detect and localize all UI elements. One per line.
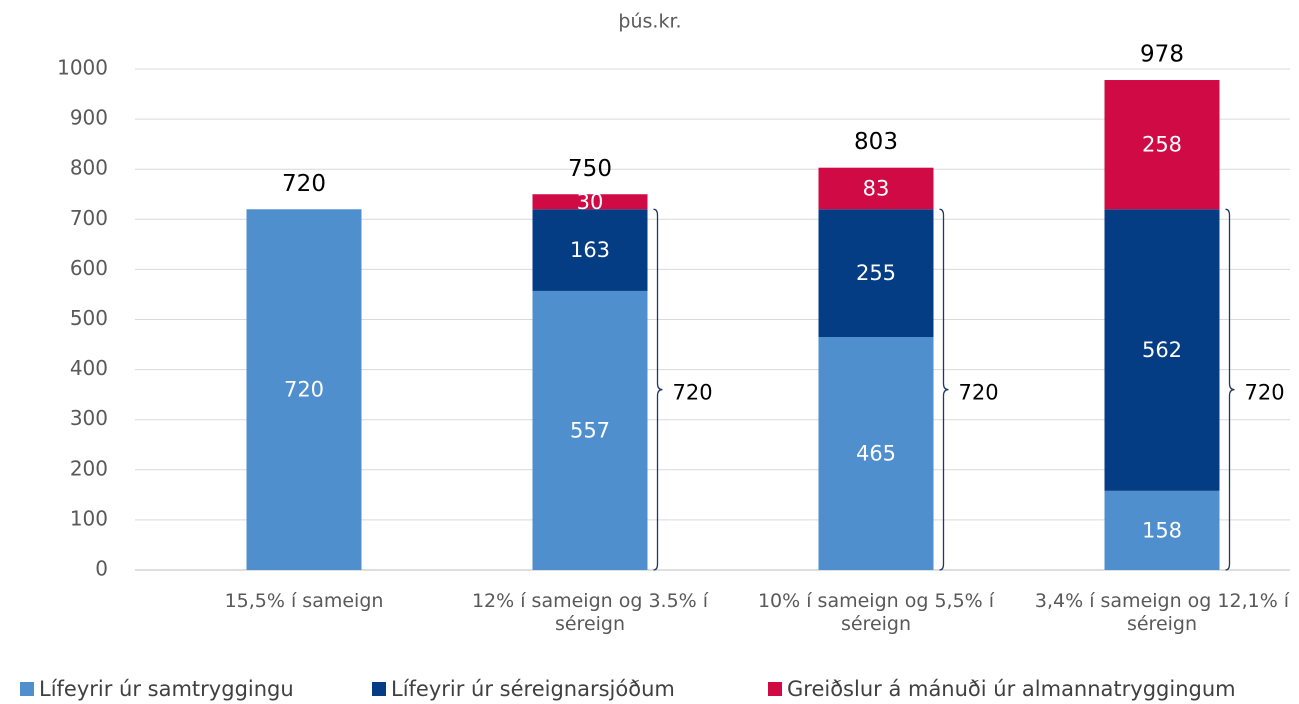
bracket	[939, 208, 949, 571]
bracket	[653, 208, 663, 571]
bracket-label: 720	[673, 381, 713, 405]
y-tick-label: 700	[70, 206, 108, 230]
value-label: 465	[856, 442, 896, 466]
legend-swatch	[768, 682, 782, 696]
value-label: 720	[284, 378, 324, 402]
legend-swatch	[372, 682, 386, 696]
y-tick-label: 300	[70, 406, 108, 430]
bar-segment	[532, 194, 648, 210]
bar-segment	[818, 167, 934, 210]
legend-label: Greiðslur á mánuði úr almannatryggingum	[787, 677, 1236, 701]
total-label: 720	[282, 171, 326, 197]
value-label: 258	[1142, 133, 1182, 157]
legend-label: Lífeyrir úr séreignarsjóðum	[391, 677, 675, 701]
total-label: 978	[1140, 42, 1184, 68]
bar-segment	[1104, 490, 1220, 570]
total-label: 803	[854, 129, 898, 155]
unit-label: þús.kr.	[618, 11, 681, 33]
x-tick-label: 12% í sameign og 3.5% í séreign	[471, 590, 709, 635]
x-tick-label: 10% í sameign og 5,5% í séreign	[757, 590, 995, 635]
value-label: 163	[570, 238, 610, 262]
value-label: 557	[570, 418, 610, 442]
bracket-label: 720	[1245, 381, 1285, 405]
y-tick-label: 500	[70, 306, 108, 330]
bracket	[1225, 208, 1235, 571]
bar-segment	[818, 209, 934, 338]
value-label: 158	[1142, 518, 1182, 542]
x-tick-label: 15,5% í sameign	[224, 590, 384, 612]
total-label: 750	[568, 156, 612, 182]
y-tick-label: 100	[70, 506, 108, 530]
legend-label: Lífeyrir úr samtryggingu	[39, 677, 294, 701]
bar-segment	[1104, 80, 1220, 210]
bracket-label: 720	[959, 381, 999, 405]
value-label: 255	[856, 261, 896, 285]
y-tick-label: 900	[70, 106, 108, 130]
bar-segment	[1104, 209, 1220, 491]
value-label: 562	[1142, 338, 1182, 362]
bar-segment	[246, 209, 362, 570]
y-tick-label: 0	[95, 557, 108, 581]
y-tick-label: 400	[70, 356, 108, 380]
bar-segment	[532, 290, 648, 570]
value-label: 30	[577, 190, 604, 214]
y-tick-label: 600	[70, 256, 108, 280]
y-tick-label: 1000	[57, 56, 108, 80]
y-tick-label: 800	[70, 156, 108, 180]
x-tick-label: 3,4% í sameign og 12,1% í séreign	[1034, 590, 1290, 635]
value-label: 83	[863, 176, 890, 200]
bar-segment	[532, 209, 648, 291]
legend-swatch	[20, 682, 34, 696]
bar-segment	[818, 337, 934, 570]
y-tick-label: 200	[70, 456, 108, 480]
